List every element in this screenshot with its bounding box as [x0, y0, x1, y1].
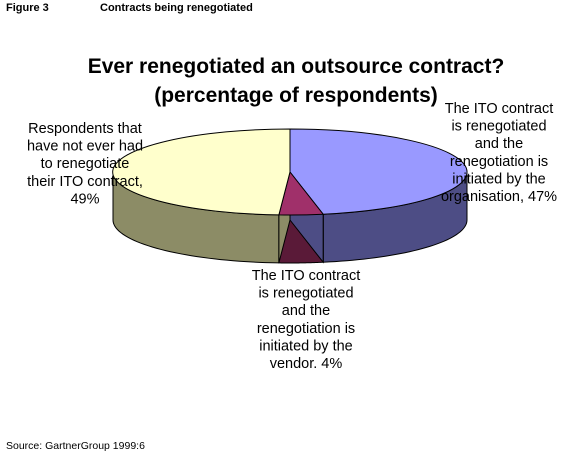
slice-label-3: Respondents that have not ever had to rene…	[27, 121, 143, 207]
pie-slice-1	[289, 128, 468, 215]
slice-label-3-line-3: to renegotiate	[41, 156, 130, 172]
slice-label-3-line-5: 49%	[70, 191, 99, 207]
slice-label-2-line-2: is renegotiated	[258, 286, 353, 302]
slice-label-1: The ITO contract is renegotiated and the re…	[441, 101, 557, 205]
slice-label-1-line-6: organisation, 47%	[441, 189, 557, 205]
slice-label-1-line-4: renegotiation is	[450, 154, 548, 170]
slice-label-2-line-3: and the	[282, 303, 330, 319]
figure-number: Figure 3	[6, 2, 49, 14]
slice-label-3-line-1: Respondents that	[28, 121, 142, 137]
chart-title-line-2: (percentage of respondents)	[154, 84, 438, 107]
slice-label-1-line-1: The ITO contract	[445, 101, 554, 117]
figure-caption: Contracts being renegotiated	[100, 2, 253, 14]
slice-label-2-line-6: vendor. 4%	[270, 356, 343, 372]
pie-group	[112, 128, 468, 264]
slice-label-2-line-4: renegotiation is	[257, 321, 355, 337]
slice-label-1-line-2: is renegotiated	[451, 119, 546, 135]
slice-label-2-line-5: initiated by the	[259, 338, 353, 354]
slice-labels: The ITO contract is renegotiated and the re…	[27, 101, 557, 372]
chart-title-line-1: Ever renegotiated an outsource contract?	[88, 55, 505, 78]
slice-label-3-line-4: their ITO contract,	[27, 174, 143, 190]
slice-label-1-line-5: initiated by the	[452, 171, 546, 187]
slice-label-3-line-2: have not ever had	[27, 139, 143, 155]
slice-label-1-line-3: and the	[475, 136, 523, 152]
pie-slice-3	[112, 128, 291, 216]
source-note: Source: GartnerGroup 1999:6	[6, 440, 145, 452]
slice-label-2-line-1: The ITO contract	[252, 268, 361, 284]
slice-label-2: The ITO contract is renegotiated and the re…	[252, 268, 361, 372]
